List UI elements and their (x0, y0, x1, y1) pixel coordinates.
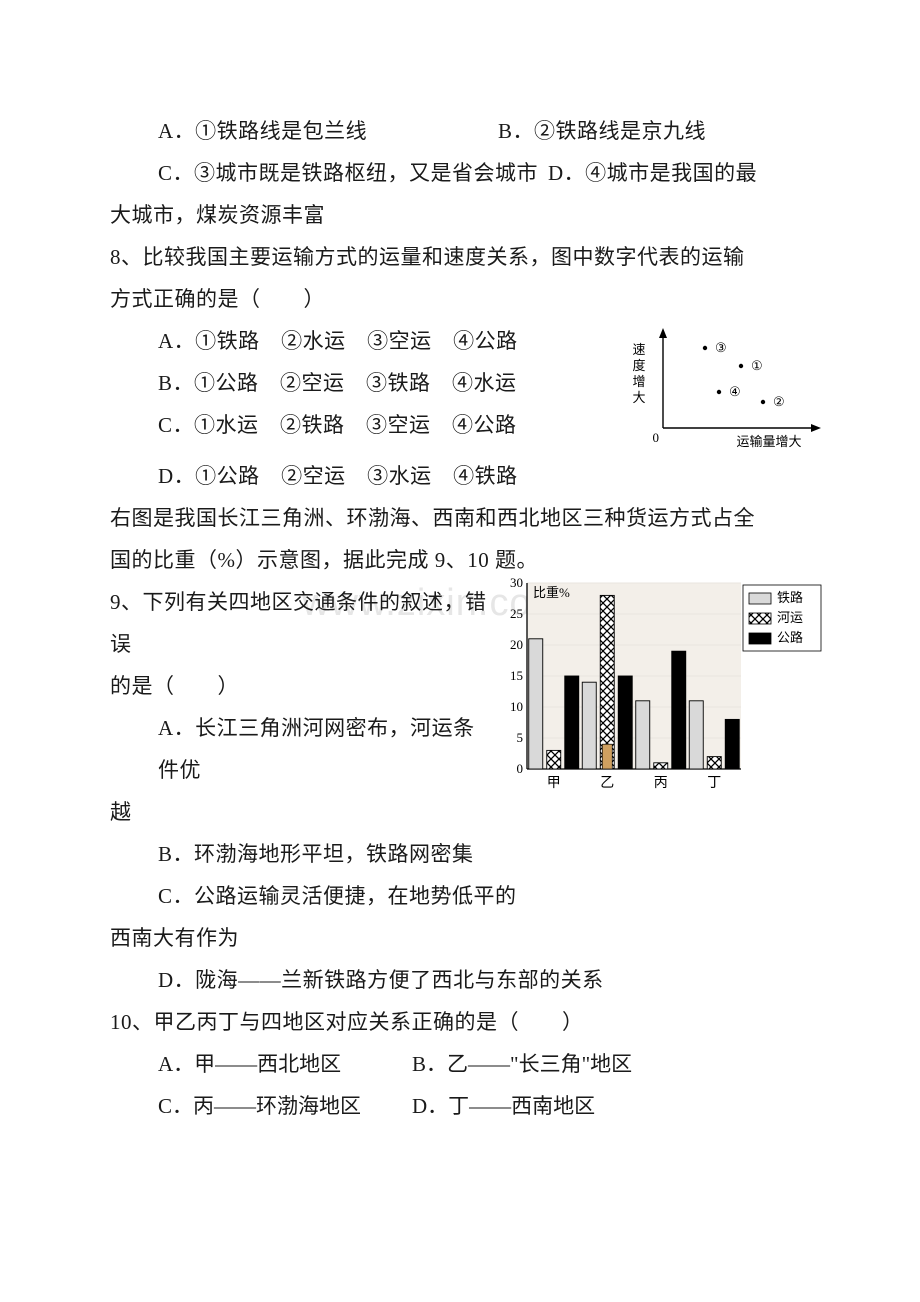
svg-text:丙: 丙 (654, 776, 668, 791)
svg-text:比重%: 比重% (533, 585, 570, 600)
svg-text:③: ③ (715, 340, 727, 355)
q10-opt-c: C．丙——环渤海地区 (158, 1085, 388, 1127)
bar-chart: 051015202530比重%甲乙丙丁铁路河运公路 (495, 575, 825, 800)
q7-opt-b: B．②铁路线是京九线 (498, 110, 825, 152)
q7-opt-d-b: 大城市，煤炭资源丰富 (110, 194, 825, 236)
q10-row-ab: A．甲——西北地区 B．乙——"长三角"地区 (110, 1043, 825, 1085)
scatter-chart: 0 速度增大运输量增大 ③ ①④ ② (615, 320, 825, 455)
svg-text:度: 度 (632, 358, 645, 373)
svg-text:公路: 公路 (777, 630, 803, 645)
svg-text:增: 增 (632, 374, 645, 389)
q9-opt-c-a: C．公路运输灵活便捷，在地势低平的 (110, 875, 825, 917)
q7-opt-d-a: D．④城市是我国的最 (548, 152, 757, 194)
svg-text:运输量增大: 运输量增大 (736, 434, 801, 449)
svg-text:5: 5 (517, 730, 524, 745)
svg-text:②: ② (773, 394, 785, 409)
q10-opt-a: A．甲——西北地区 (158, 1043, 388, 1085)
svg-text:①: ① (751, 358, 763, 373)
q7-row-ab: A．①铁路线是包兰线 B．②铁路线是京九线 (110, 110, 825, 152)
svg-text:甲: 甲 (547, 776, 561, 791)
svg-text:丁: 丁 (707, 776, 721, 791)
q7-opt-c: C．③城市既是铁路枢纽，又是省会城市 (158, 152, 548, 194)
svg-text:15: 15 (510, 668, 523, 683)
q10-stem: 10、甲乙丙丁与四地区对应关系正确的是（ ） (110, 1001, 825, 1043)
svg-text:20: 20 (510, 637, 523, 652)
svg-text:速: 速 (632, 342, 645, 357)
q10-opt-d: D．丁——西南地区 (412, 1085, 595, 1127)
bridge-a: 右图是我国长江三角洲、环渤海、西南和西北地区三种货运方式占全 (110, 497, 825, 539)
svg-text:④: ④ (729, 384, 741, 399)
svg-text:大: 大 (632, 390, 645, 405)
q9-opt-d: D．陇海——兰新铁路方便了西北与东部的关系 (110, 959, 825, 1001)
q8-opt-d: D．①公路 ②空运 ③水运 ④铁路 (110, 455, 825, 497)
q10-row-cd: C．丙——环渤海地区 D．丁——西南地区 (110, 1085, 825, 1127)
svg-text:乙: 乙 (600, 775, 614, 791)
q9-opt-b: B．环渤海地形平坦，铁路网密集 (110, 833, 825, 875)
q10-opt-b: B．乙——"长三角"地区 (412, 1043, 632, 1085)
q8-stem-b: 方式正确的是（ ） (110, 278, 825, 320)
q7-opt-a: A．①铁路线是包兰线 (158, 110, 498, 152)
svg-text:0: 0 (517, 761, 524, 776)
q7-row-cd: C．③城市既是铁路枢纽，又是省会城市 D．④城市是我国的最 (110, 152, 825, 194)
svg-text:0: 0 (653, 430, 660, 445)
q9-opt-c-b: 西南大有作为 (110, 917, 825, 959)
svg-text:铁路: 铁路 (777, 590, 803, 605)
svg-text:25: 25 (510, 606, 523, 621)
svg-text:河运: 河运 (777, 610, 803, 625)
q8-stem-a: 8、比较我国主要运输方式的运量和速度关系，图中数字代表的运输 (110, 236, 825, 278)
svg-text:10: 10 (510, 699, 523, 714)
